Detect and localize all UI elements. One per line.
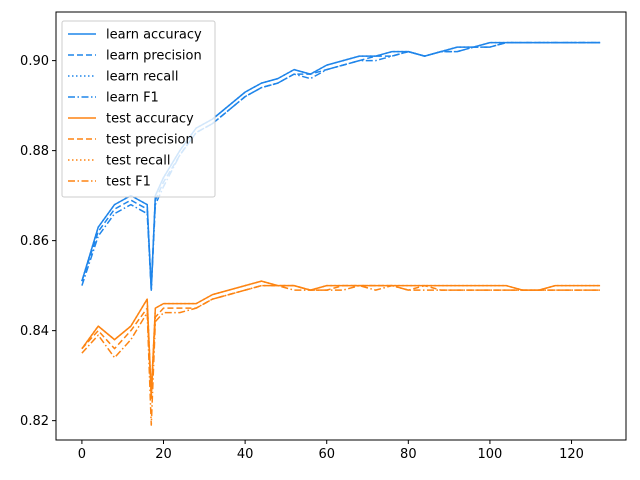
legend-label: learn recall bbox=[106, 70, 178, 85]
series-layer bbox=[81, 41, 601, 426]
y-axis: 0.82 0.84 0.86 0.88 0.90 bbox=[20, 54, 56, 429]
legend-label: test precision bbox=[106, 133, 194, 148]
x-tick-label: 60 bbox=[318, 447, 335, 462]
x-tick-label: 100 bbox=[478, 447, 503, 462]
y-tick-label: 0.82 bbox=[20, 414, 49, 429]
legend-label: test recall bbox=[106, 154, 171, 169]
legend-label: test F1 bbox=[106, 175, 151, 190]
x-tick-label: 120 bbox=[559, 447, 584, 462]
x-tick-label: 80 bbox=[400, 447, 417, 462]
plot-frame bbox=[55, 11, 627, 441]
y-tick-label: 0.84 bbox=[20, 324, 49, 339]
series-test-recall bbox=[81, 280, 601, 395]
x-tick-label: 0 bbox=[78, 447, 86, 462]
x-tick-label: 20 bbox=[155, 447, 172, 462]
y-tick-label: 0.88 bbox=[20, 144, 49, 159]
legend-label: learn accuracy bbox=[106, 28, 202, 43]
series-learn-f1 bbox=[81, 41, 601, 291]
legend: learn accuracy learn precision learn recal… bbox=[61, 20, 216, 198]
y-tick-label: 0.90 bbox=[20, 54, 49, 69]
legend-label: test accuracy bbox=[106, 112, 194, 127]
legend-label: learn precision bbox=[106, 49, 202, 64]
legend-box bbox=[61, 20, 216, 198]
series-test-f1 bbox=[81, 284, 601, 426]
legend-label: learn F1 bbox=[106, 91, 159, 106]
x-axis: 0 20 40 60 80 100 120 bbox=[78, 440, 584, 462]
y-tick-label: 0.86 bbox=[20, 234, 49, 249]
x-tick-label: 40 bbox=[237, 447, 254, 462]
